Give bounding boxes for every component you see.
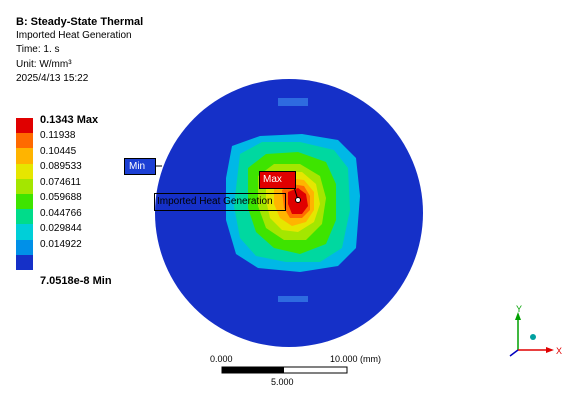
- scale-right-label: 10.000 (mm): [330, 354, 382, 364]
- legend-label-max: 0.1343 Max: [40, 114, 99, 126]
- legend-label-4: 0.074611: [40, 176, 81, 188]
- unit-label: Unit: W/mm³: [16, 58, 72, 70]
- max-point: [295, 197, 301, 203]
- legend-swatch-1: [16, 133, 33, 149]
- legend-label-2: 0.10445: [40, 145, 77, 157]
- legend-swatch-8: [16, 239, 33, 255]
- legend-swatch-4: [16, 178, 33, 194]
- result-name: Imported Heat Generation: [16, 30, 132, 42]
- triad-x-label: X: [556, 346, 562, 356]
- scale-ruler: [221, 366, 348, 374]
- legend-label-min: 7.0518e-8 Min: [40, 275, 112, 287]
- legend-swatch-7: [16, 224, 33, 240]
- min-probe[interactable]: Min: [124, 158, 156, 175]
- probe-label[interactable]: Imported Heat Generation: [154, 193, 286, 211]
- result-info: B: Steady-State Thermal Imported Heat Ge…: [16, 15, 143, 86]
- legend-label-6: 0.044766: [40, 207, 82, 219]
- legend-label-1: 0.11938: [40, 130, 76, 141]
- color-legend[interactable]: 0.1343 Max 0.11938 0.10445 0.089533 0.07…: [16, 114, 156, 290]
- legend-swatch-9: [16, 254, 33, 270]
- scale-mid-label: 5.000: [271, 377, 294, 387]
- logo-version: 2022 R1: [494, 60, 559, 79]
- logo-name: Ansys: [449, 17, 561, 59]
- ansys-logo: Ansys 2022 R1: [449, 18, 561, 80]
- analysis-title: B: Steady-State Thermal: [16, 16, 144, 28]
- triad-y-label: Y: [516, 304, 522, 314]
- legend-swatch-2: [16, 148, 33, 164]
- legend-label-3: 0.089533: [40, 161, 82, 172]
- legend-swatch-6: [16, 209, 33, 225]
- scale-left-label: 0.000: [210, 354, 233, 364]
- legend-label-7: 0.029844: [40, 223, 82, 234]
- legend-swatch-0: [16, 118, 33, 134]
- axis-triad[interactable]: Y X: [500, 300, 571, 360]
- max-probe[interactable]: Max: [259, 171, 296, 189]
- legend-swatch-5: [16, 194, 33, 210]
- time-label: Time: 1. s: [16, 44, 60, 56]
- date-label: 2025/4/13 15:22: [16, 72, 89, 84]
- legend-label-5: 0.059688: [40, 192, 82, 203]
- legend-label-8: 0.014922: [40, 238, 82, 250]
- scale-bar: 0.000 10.000 (mm) 5.000: [206, 354, 386, 394]
- legend-swatch-3: [16, 163, 33, 179]
